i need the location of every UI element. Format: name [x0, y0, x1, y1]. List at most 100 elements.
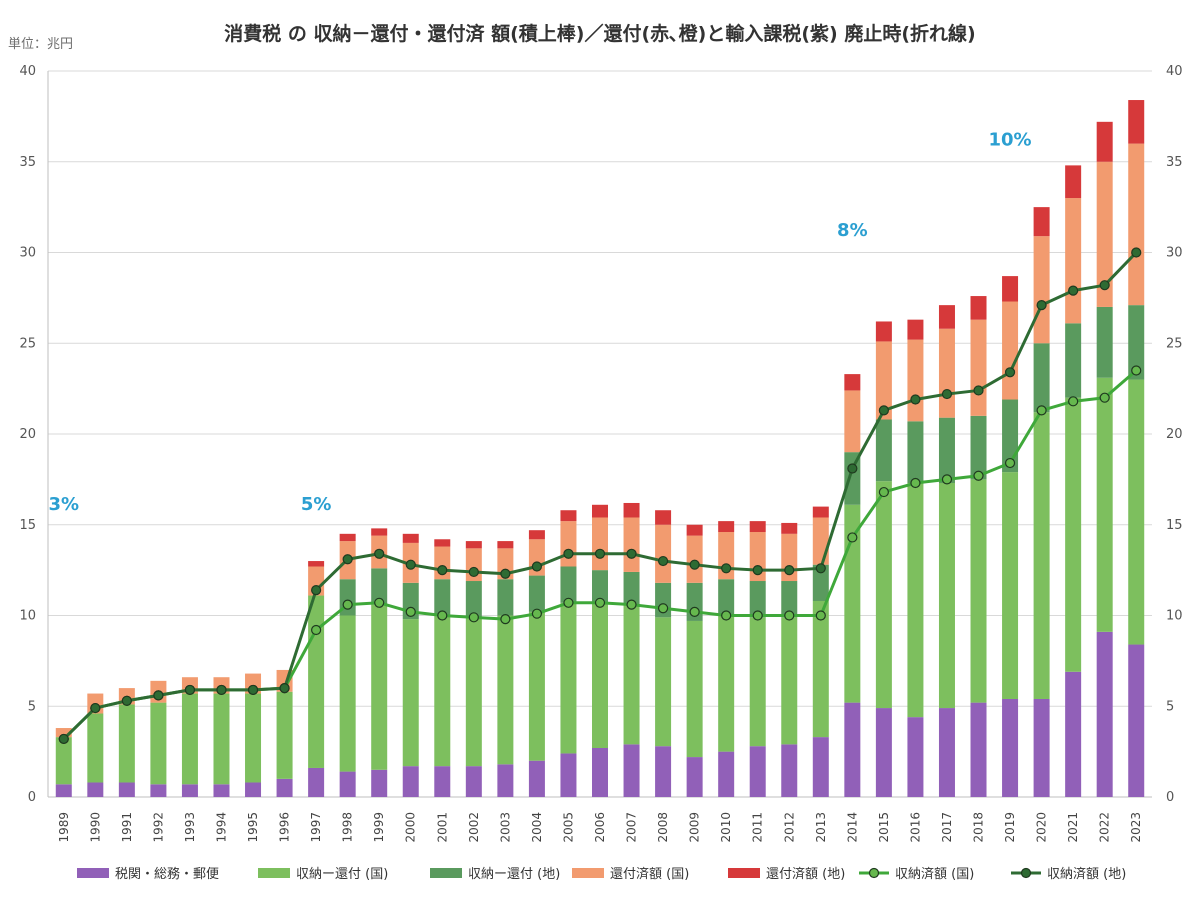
bar-segment: [1128, 100, 1145, 144]
x-tick-label: 2017: [940, 812, 954, 843]
x-tick-label: 2009: [688, 812, 702, 843]
line-marker: [468, 612, 479, 623]
bar-segment: [623, 571, 640, 605]
line-marker: [752, 565, 763, 576]
bar-segment: [371, 568, 388, 605]
line-marker: [689, 559, 700, 570]
y-tick-label-left: 40: [19, 64, 36, 79]
bar-segment: [213, 784, 230, 797]
line-marker: [657, 555, 669, 567]
line-marker: [847, 463, 858, 474]
bar-segment: [844, 374, 861, 391]
x-tick-label: 2002: [467, 812, 481, 843]
x-tick-label: 2003: [498, 812, 512, 843]
tax-rate-label: 8%: [837, 220, 868, 241]
bar-segment: [970, 479, 987, 703]
line-marker: [721, 563, 732, 574]
bar-segment: [970, 415, 987, 480]
y-tick-label-left: 35: [19, 155, 36, 170]
bar-segment: [938, 483, 955, 709]
bar-segment: [1096, 306, 1113, 378]
bar-segment: [181, 693, 198, 785]
bar-segment: [623, 604, 640, 745]
line-marker: [784, 610, 795, 621]
x-tick-label: 1991: [120, 812, 134, 843]
line-marker: [342, 599, 353, 610]
bar-segment: [592, 570, 608, 603]
line-marker: [941, 388, 953, 400]
bar-segment: [1065, 671, 1082, 797]
bar-segment: [1033, 698, 1050, 797]
line-marker: [1099, 280, 1110, 291]
line-marker: [437, 610, 448, 621]
x-tick-label: 1996: [278, 812, 292, 843]
x-tick-label: 2001: [435, 812, 449, 843]
line-marker: [689, 606, 700, 617]
bar-segment: [686, 620, 703, 758]
y-tick-label-right: 5: [1166, 699, 1174, 714]
line-marker: [878, 405, 889, 416]
tax-rate-labels: 3% 5% 8% 10%: [48, 129, 1031, 515]
line-marker: [468, 566, 479, 578]
line-marker: [1099, 392, 1110, 403]
bar-segment: [781, 617, 798, 745]
x-tick-label: 1994: [214, 812, 228, 843]
y-tick-label-left: 25: [19, 336, 36, 351]
bar-segment: [907, 717, 924, 797]
bar-segment: [308, 767, 325, 797]
bar-segment: [718, 751, 735, 797]
x-tick-label: 2023: [1129, 812, 1143, 843]
bar-segment: [749, 617, 766, 747]
bar-segment: [592, 602, 608, 748]
bar-segment: [497, 764, 514, 797]
line-marker: [973, 385, 984, 396]
bar-segment: [150, 784, 167, 797]
bar-segment: [875, 708, 892, 797]
bar-segment: [686, 535, 703, 583]
bar-segment: [623, 744, 640, 797]
legend-label: 還付済額 (国): [610, 866, 689, 882]
x-tick-label: 1992: [151, 812, 165, 843]
bar-segment: [213, 693, 230, 785]
x-tick-label: 2011: [751, 812, 765, 843]
bar-segment: [55, 728, 72, 738]
bar-segment: [781, 581, 798, 618]
y-tick-label-right: 25: [1166, 336, 1183, 351]
bar-segment: [560, 521, 577, 567]
bar-segment: [528, 530, 545, 540]
bar-segment: [1065, 198, 1082, 324]
x-tick-label: 1997: [309, 812, 323, 843]
bar-segment: [1002, 472, 1019, 699]
bar-segment: [970, 702, 987, 797]
bar-segment: [875, 341, 892, 420]
bar-segment: [907, 483, 924, 718]
x-tick-label: 2006: [593, 812, 607, 843]
y-tick-label-left: 0: [28, 790, 36, 805]
bar-segment: [623, 517, 640, 572]
line-marker: [531, 608, 543, 619]
bar-segment: [1128, 379, 1145, 645]
line-marker: [594, 597, 606, 608]
bar-segment: [1096, 631, 1113, 797]
bar-segment: [87, 713, 104, 783]
line-marker: [90, 702, 101, 714]
bar-segment: [1065, 165, 1082, 199]
y-tick-label-left: 5: [28, 699, 36, 714]
legend-label: 収納ー還付 (国): [296, 867, 388, 882]
bar-segment: [1033, 412, 1050, 699]
bar-segment: [718, 521, 735, 533]
bar-segment: [276, 691, 293, 779]
x-tick-label: 2020: [1035, 812, 1049, 843]
x-tick-label: 1989: [57, 812, 71, 843]
bar-segment: [781, 522, 798, 534]
bar-segment: [1033, 207, 1050, 237]
line-marker: [1036, 405, 1047, 416]
y-tick-label-left: 10: [19, 609, 36, 624]
line-marker: [437, 565, 448, 576]
y-tick-label-left: 30: [19, 246, 36, 261]
x-tick-label: 2010: [719, 812, 733, 843]
bar-segment: [1096, 377, 1113, 632]
bar-segment: [938, 708, 955, 797]
y-tick-label-right: 40: [1166, 64, 1183, 79]
line-marker: [1068, 396, 1079, 407]
